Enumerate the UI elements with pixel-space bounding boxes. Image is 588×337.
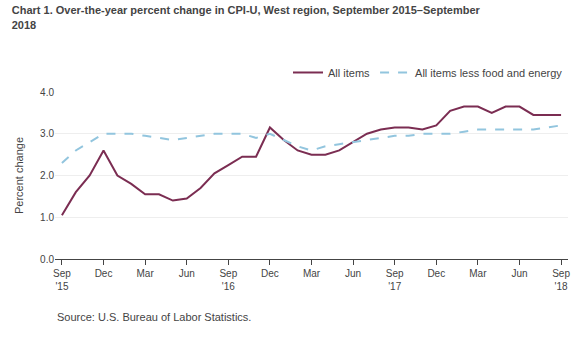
svg-text:All items: All items: [328, 67, 370, 79]
svg-text:Sep'18: Sep'18: [552, 268, 570, 292]
svg-text:Source: U.S. Bureau of Labor S: Source: U.S. Bureau of Labor Statistics.: [57, 311, 251, 323]
svg-text:Sep'15: Sep'15: [53, 268, 71, 292]
svg-text:4.0: 4.0: [40, 87, 54, 98]
svg-text:3.0: 3.0: [40, 128, 54, 139]
svg-text:Sep'17: Sep'17: [386, 268, 404, 292]
svg-text:Dec: Dec: [95, 268, 113, 279]
svg-text:1.0: 1.0: [40, 212, 54, 223]
svg-text:Chart 1. Over-the-year percent: Chart 1. Over-the-year percent change in…: [12, 4, 481, 30]
svg-text:Dec: Dec: [261, 268, 279, 279]
svg-text:Jun: Jun: [345, 268, 361, 279]
svg-text:0.0: 0.0: [40, 254, 54, 265]
svg-text:Mar: Mar: [137, 268, 155, 279]
svg-text:Mar: Mar: [303, 268, 321, 279]
svg-text:Mar: Mar: [469, 268, 487, 279]
svg-text:Jun: Jun: [511, 268, 527, 279]
svg-text:2.0: 2.0: [40, 170, 54, 181]
svg-text:Dec: Dec: [427, 268, 445, 279]
svg-text:All items less food and energy: All items less food and energy: [415, 67, 562, 79]
svg-text:Percent change: Percent change: [13, 137, 25, 214]
svg-text:Jun: Jun: [179, 268, 195, 279]
svg-text:Sep'16: Sep'16: [219, 268, 237, 292]
